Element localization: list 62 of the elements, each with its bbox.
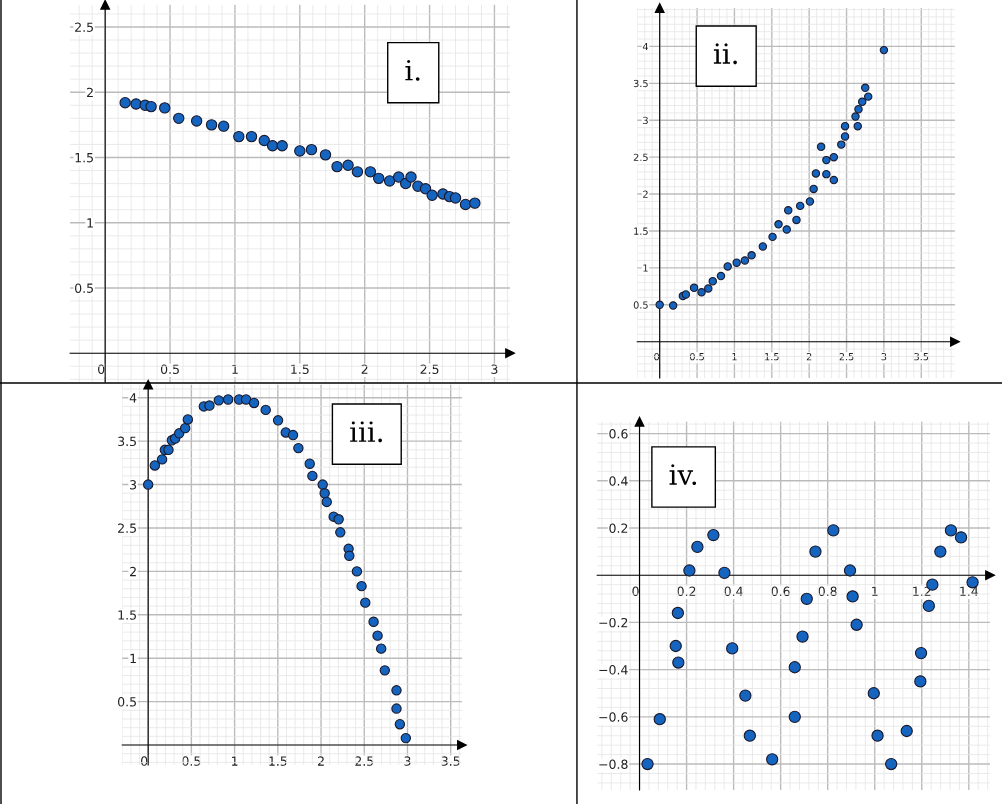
x-tick-label: 2.5 (420, 364, 439, 374)
y-tick-label: 1.5 (75, 153, 93, 163)
x-tick-label: 0.4 (724, 586, 743, 596)
y-tick-label: 1 (87, 218, 93, 228)
x-tick-label: 1 (232, 756, 238, 766)
x-tick-label: 2.5 (355, 756, 374, 766)
y-tick-label: 4 (129, 393, 137, 403)
y-tick-label: 3.5 (118, 436, 136, 447)
x-tick-label: 2.5 (839, 352, 854, 361)
x-tick-label: 0 (141, 756, 148, 766)
x-tick-label: 1.4 (960, 586, 979, 596)
x-tick-label: 1 (872, 586, 878, 596)
y-tick-label: 0.5 (633, 301, 648, 309)
x-tick-label: 3 (491, 364, 498, 374)
x-tick-label: 1 (732, 353, 737, 361)
text: ii. (713, 43, 737, 65)
y-tick-label: 2 (87, 87, 93, 97)
x-tick-label: 0 (98, 364, 105, 374)
y-tick-label: 3 (130, 480, 137, 490)
x-tick-label: 0.5 (182, 756, 201, 766)
y-tick-label: 0.6 (609, 429, 628, 439)
x-tick-label: 3 (404, 756, 411, 766)
y-tick-label: 1 (643, 264, 648, 272)
text: i. (405, 59, 420, 81)
x-tick-label: 3 (881, 352, 887, 361)
y-tick-label: 0.5 (75, 283, 93, 293)
x-tick-label: 1.5 (765, 353, 779, 361)
y-tick-label: 1.5 (634, 227, 648, 235)
y-tick-label: −0.2 (599, 617, 628, 628)
x-tick-label: 0.8 (818, 586, 837, 596)
y-tick-label: 1 (130, 653, 136, 663)
x-tick-label: 0.5 (160, 364, 179, 374)
y-tick-label: 0.5 (118, 697, 136, 707)
text: iv. (669, 464, 697, 486)
y-tick-label: −0.4 (599, 665, 628, 675)
y-tick-label: 2 (130, 566, 136, 577)
y-tick-label: 0.4 (609, 476, 628, 486)
x-tick-label: 0.6 (771, 586, 790, 596)
y-tick-label: 4 (642, 43, 649, 51)
y-tick-label: 3.5 (633, 79, 648, 88)
y-tick-label: 2 (643, 190, 648, 198)
x-tick-label: 1 (232, 364, 238, 374)
x-tick-label: 0.2 (677, 586, 696, 596)
x-tick-label: 1.5 (269, 756, 287, 766)
x-tick-label: 3.5 (914, 352, 929, 361)
x-tick-label: 0 (632, 586, 639, 596)
x-tick-label: 3.5 (441, 756, 460, 766)
y-tick-label: 2.5 (118, 523, 136, 533)
x-tick-label: 2 (317, 756, 324, 766)
y-tick-label: 3 (643, 116, 648, 125)
x-tick-label: 1.5 (291, 364, 309, 374)
y-tick-label: 2.5 (633, 153, 648, 161)
text: iii. (350, 421, 382, 443)
y-tick-label: −0.8 (599, 759, 628, 769)
x-tick-label: 2 (806, 352, 812, 361)
x-tick-label: 2 (361, 364, 368, 374)
y-tick-label: 0.2 (609, 523, 628, 533)
y-tick-label: 1.5 (118, 610, 136, 620)
x-tick-label: 0 (654, 352, 660, 361)
y-tick-label: 2.5 (75, 22, 93, 32)
y-tick-label: −0.6 (599, 712, 628, 722)
x-tick-label: 0.5 (689, 352, 704, 361)
